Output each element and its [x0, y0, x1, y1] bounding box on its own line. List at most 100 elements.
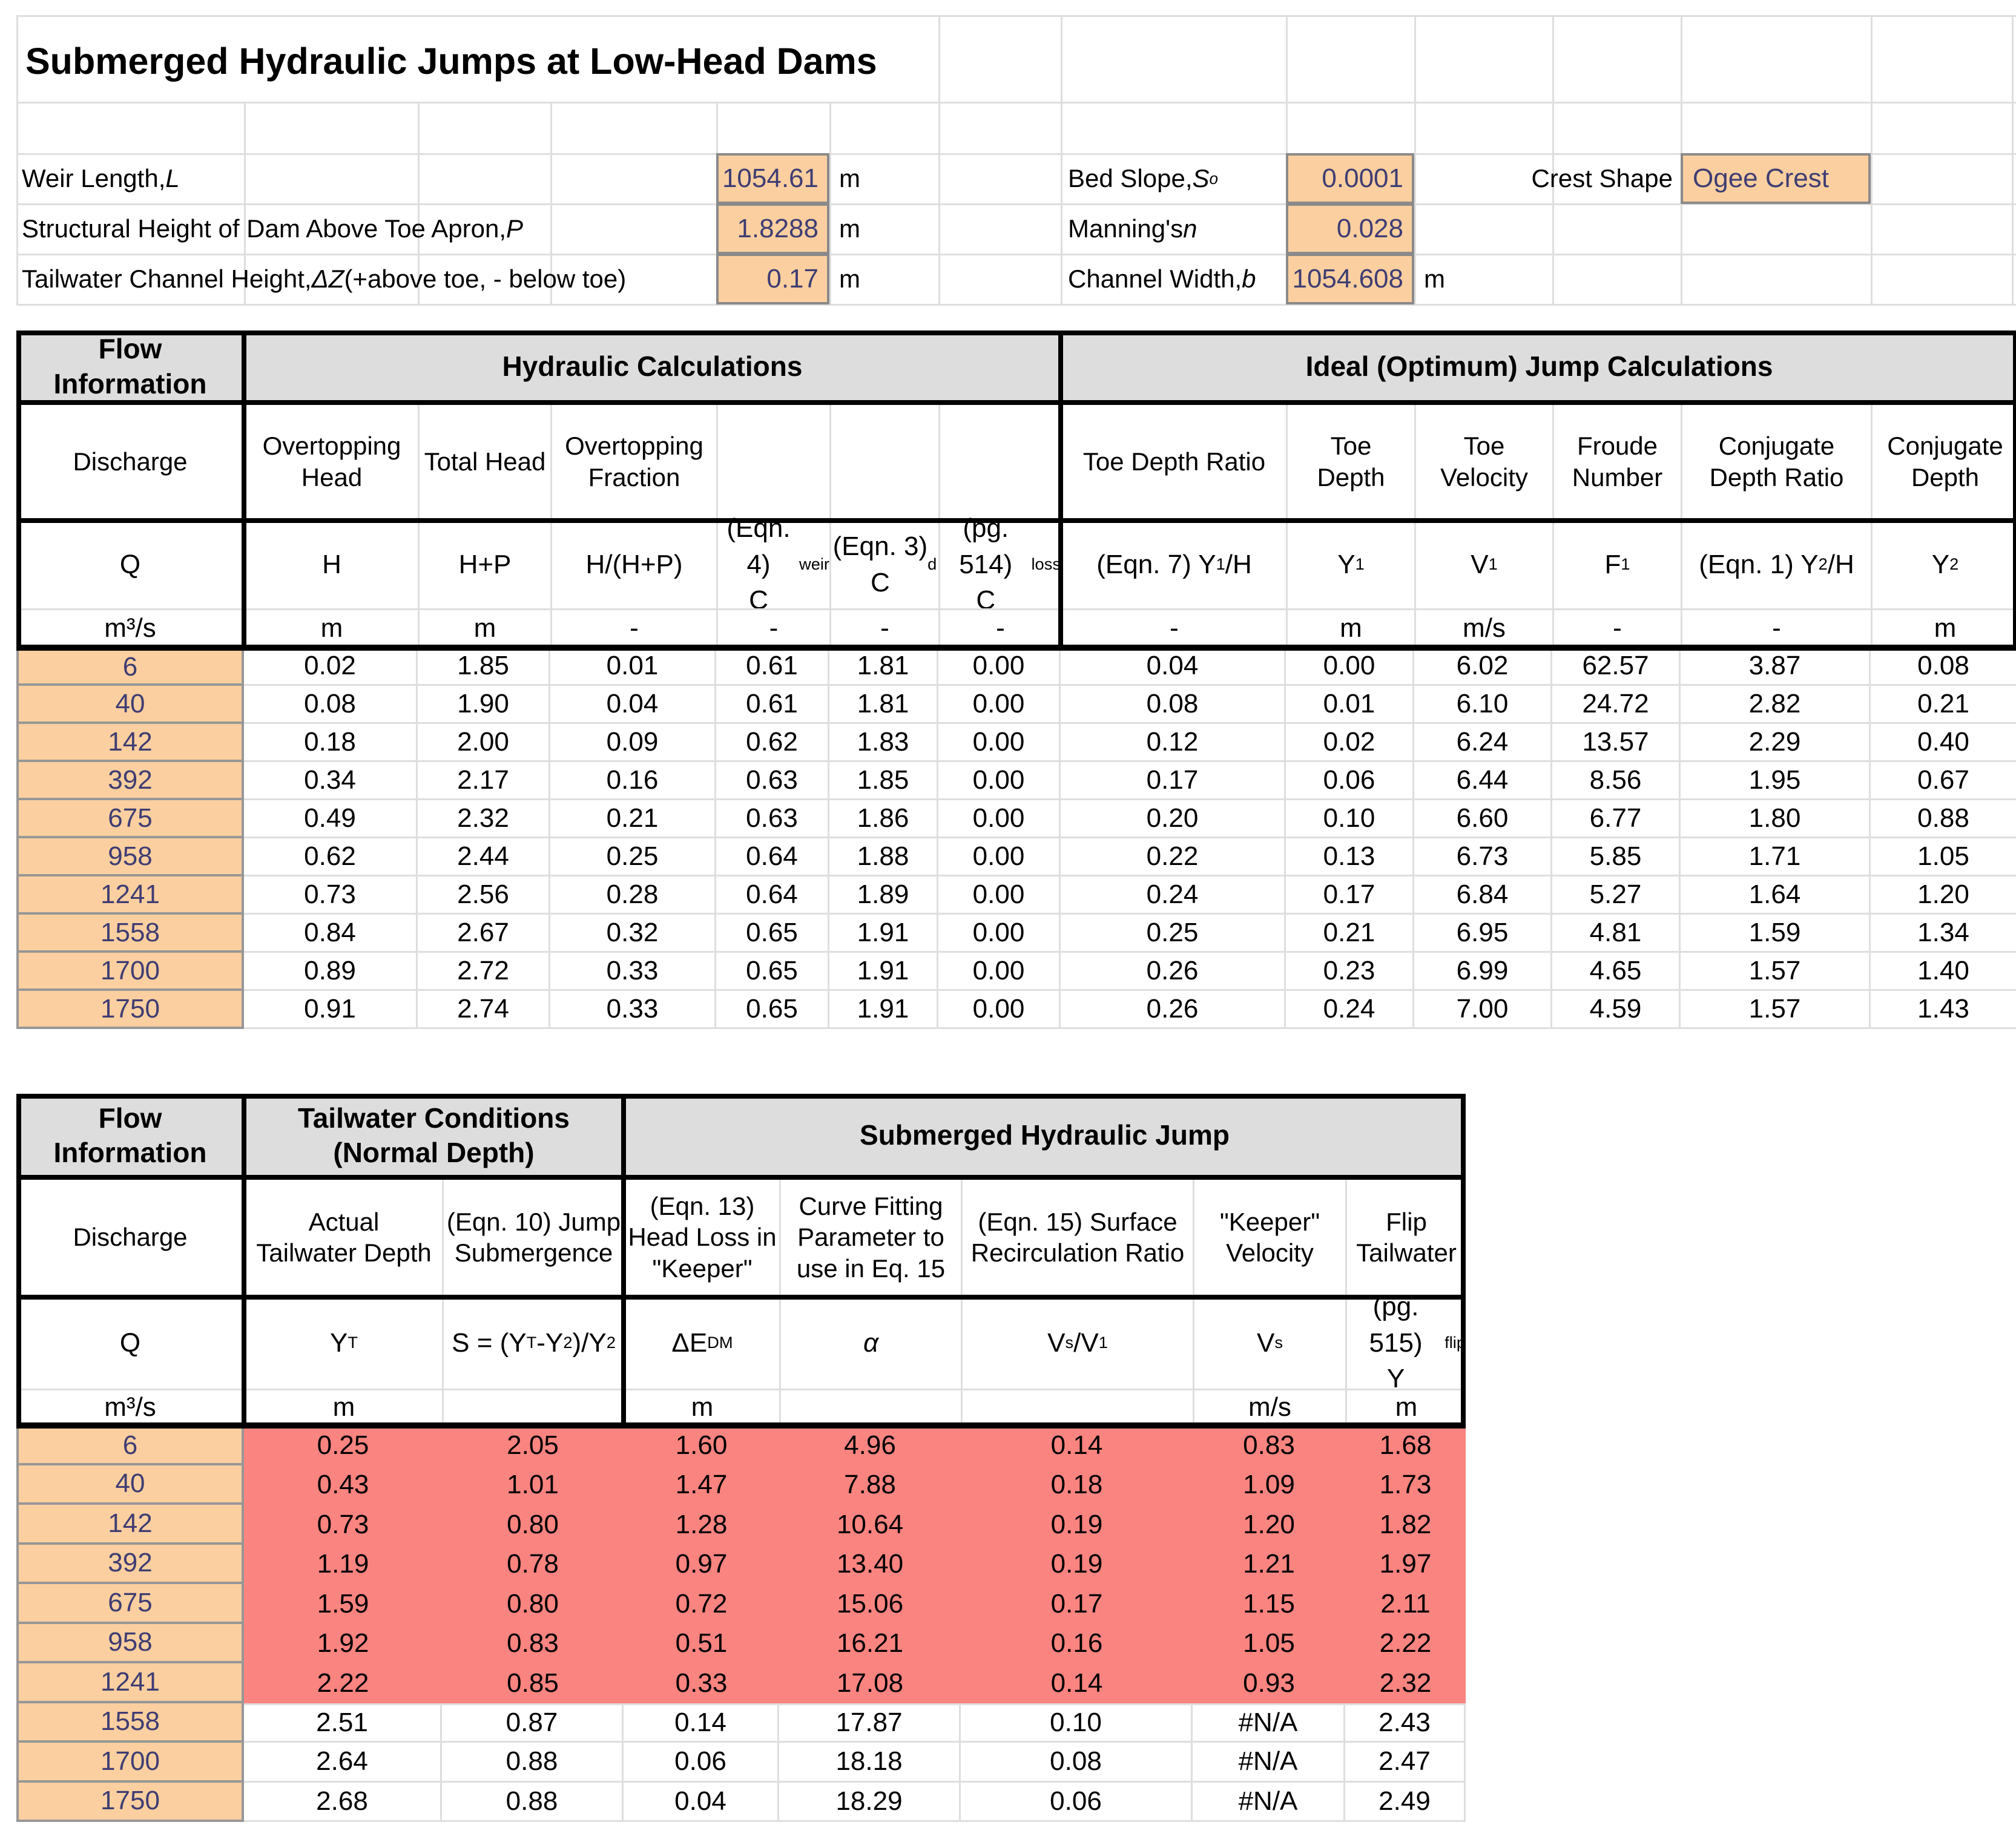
weir-length-input[interactable]: 1054.61 [716, 153, 829, 204]
t1-cell-r4-c10: 6.77 [1552, 800, 1681, 838]
t1-cell-r0-c11: 3.87 [1681, 648, 1871, 686]
t1-column-unit-12: m [1871, 608, 2016, 648]
crest-shape-input[interactable]: Ogee Crest [1681, 153, 1871, 204]
t1-column-name-2: Total Head [418, 403, 550, 521]
t2-discharge-7[interactable]: 1558 [16, 1703, 244, 1743]
t1-discharge-2[interactable]: 142 [16, 724, 244, 762]
t2-discharge-5[interactable]: 958 [16, 1623, 244, 1663]
t1-cell-r4-c11: 1.80 [1681, 800, 1871, 838]
t1-discharge-7[interactable]: 1558 [16, 915, 244, 953]
t2-discharge-1[interactable]: 40 [16, 1465, 244, 1505]
t2-cell-r5-c6: 1.05 [1193, 1623, 1345, 1663]
t1-cell-r0-c3: 0.01 [550, 648, 716, 686]
t1-column-unit-9: m/s [1414, 608, 1552, 648]
dam-height-input[interactable]: 1.8288 [716, 203, 829, 254]
channel-width-input[interactable]: 1054.608 [1286, 254, 1414, 304]
t1-discharge-8[interactable]: 1700 [16, 953, 244, 991]
t2-column-symbol-0: Q [119, 1327, 141, 1358]
t1-column-unit-3: - [550, 608, 716, 648]
t1-cell-r5-c1: 0.62 [244, 838, 418, 876]
t2-cell-r9-c6: #N/A [1193, 1782, 1345, 1822]
t1-cell-r8-c6: 0.00 [938, 953, 1061, 991]
table-border [16, 330, 2016, 335]
sheet-title: Submerged Hydraulic Jumps at Low-Head Da… [25, 41, 877, 82]
t1-cell-r3-c8: 0.06 [1286, 762, 1414, 800]
t2-discharge-4[interactable]: 675 [16, 1584, 244, 1624]
t2-cell-r7-c5: 0.10 [961, 1703, 1193, 1743]
crest-shape-label: Crest Shape [1531, 164, 1673, 192]
bed-slope-input[interactable]: 0.0001 [1286, 153, 1414, 204]
t1-discharge-9[interactable]: 1750 [16, 991, 244, 1029]
t1-cell-r2-c12: 0.40 [1871, 724, 2016, 762]
t2-discharge-2[interactable]: 142 [16, 1505, 244, 1545]
t1-discharge-0[interactable]: 6 [16, 648, 244, 686]
t1-cell-r1-c4: 0.61 [716, 686, 829, 724]
t1-cell-r3-c2: 2.17 [418, 762, 550, 800]
t1-cell-r5-c11: 1.71 [1681, 838, 1871, 876]
t2-discharge-0[interactable]: 6 [16, 1425, 244, 1465]
t1-column-name-7: Toe Depth Ratio [1061, 403, 1286, 521]
t2-cell-r0-c5: 0.14 [961, 1425, 1193, 1465]
table-border [242, 330, 246, 648]
t1-cell-r3-c5: 1.85 [829, 762, 938, 800]
t1-discharge-4[interactable]: 675 [16, 800, 244, 838]
t2-cell-r9-c7: 2.49 [1345, 1782, 1466, 1822]
t1-cell-r1-c11: 2.82 [1681, 686, 1871, 724]
t1-cell-r8-c3: 0.33 [550, 953, 716, 991]
t2-cell-r8-c4: 18.18 [779, 1743, 961, 1783]
t2-cell-r5-c7: 2.22 [1345, 1623, 1466, 1663]
t2-discharge-6[interactable]: 1241 [16, 1663, 244, 1703]
t1-column-unit-0: m³/s [104, 613, 156, 643]
t1-cell-r8-c1: 0.89 [244, 953, 418, 991]
t2-cell-r4-c5: 0.17 [961, 1584, 1193, 1624]
t1-cell-r9-c1: 0.91 [244, 991, 418, 1029]
t1-cell-r2-c2: 2.00 [418, 724, 550, 762]
t1-column-unit-4: - [716, 608, 829, 648]
t2-cell-r5-c1: 1.92 [244, 1623, 442, 1663]
t1-cell-r1-c9: 6.10 [1414, 686, 1552, 724]
t2-cell-r1-c5: 0.18 [961, 1465, 1193, 1505]
t1-discharge-6[interactable]: 1241 [16, 876, 244, 915]
gridline [550, 102, 552, 304]
t2-cell-r7-c6: #N/A [1193, 1703, 1345, 1743]
t1-cell-r6-c11: 1.64 [1681, 876, 1871, 915]
mannings-n-input[interactable]: 0.028 [1286, 203, 1414, 254]
t2-discharge-9[interactable]: 1750 [16, 1782, 244, 1822]
t2-cell-r1-c6: 1.09 [1193, 1465, 1345, 1505]
t1-column-unit-8: m [1286, 608, 1414, 648]
t1-cell-r0-c4: 0.61 [716, 648, 829, 686]
t1-cell-r9-c10: 4.59 [1552, 991, 1681, 1029]
gridline [16, 153, 2016, 155]
t1-cell-r4-c8: 0.10 [1286, 800, 1414, 838]
tailwater-height-input[interactable]: 0.17 [716, 254, 829, 304]
t1-discharge-1[interactable]: 40 [16, 686, 244, 724]
gridline [1552, 15, 1554, 304]
unit-label: m [839, 164, 860, 192]
t1-cell-r6-c9: 6.84 [1414, 876, 1552, 915]
t2-column-unit-1: m [244, 1389, 442, 1425]
t2-discharge-3[interactable]: 392 [16, 1544, 244, 1584]
weir-length-label: Weir Length, L [22, 164, 180, 192]
t1-cell-r2-c3: 0.09 [550, 724, 716, 762]
t1-discharge-3[interactable]: 392 [16, 762, 244, 800]
t2-group-header-1: Tailwater Conditions (Normal Depth) [244, 1094, 624, 1177]
t2-discharge-8[interactable]: 1700 [16, 1743, 244, 1783]
t1-cell-r1-c2: 1.90 [418, 686, 550, 724]
t2-column-name-2: (Eqn. 10) Jump Submergence [442, 1177, 624, 1297]
table-border [16, 1175, 1466, 1180]
table-border [242, 1094, 246, 1425]
t1-discharge-5[interactable]: 958 [16, 838, 244, 876]
gridline [16, 15, 18, 304]
t2-cell-r3-c1: 1.19 [244, 1544, 442, 1584]
t1-column-unit-7: - [1061, 608, 1286, 648]
submerged-jump-table: Flow Information Tailwater Conditions (No… [16, 1094, 1466, 1824]
t2-column-name-1: Actual Tailwater Depth [244, 1177, 442, 1297]
table-border [16, 1094, 1466, 1099]
table-border [16, 1389, 1466, 1390]
t1-cell-r6-c8: 0.17 [1286, 876, 1414, 915]
t1-column-symbol-7: (Eqn. 7) Y 1/H [1061, 521, 1286, 608]
t1-column-name-0: Discharge [73, 447, 188, 476]
t1-cell-r1-c7: 0.08 [1061, 686, 1286, 724]
